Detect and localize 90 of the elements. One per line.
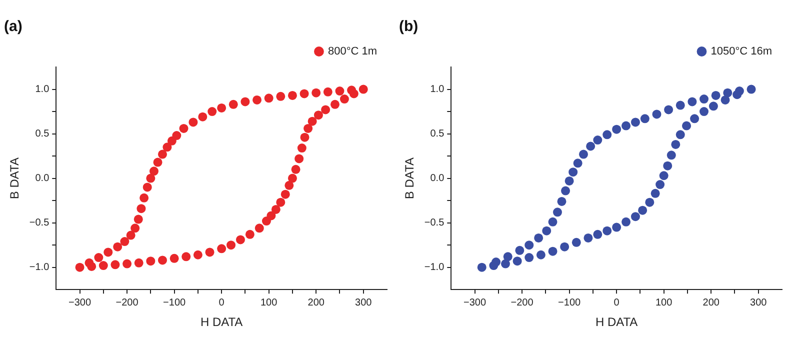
point	[489, 261, 498, 270]
point	[568, 168, 578, 177]
legend-label: 800°C 1m	[328, 46, 378, 58]
point	[630, 212, 640, 222]
point	[578, 150, 588, 159]
point	[723, 88, 732, 98]
point	[515, 246, 524, 255]
point	[503, 252, 512, 262]
y-tick-label: 1.0	[35, 84, 50, 96]
x-tick-label: 100	[260, 297, 278, 308]
y-axis-title: B DATA	[402, 158, 417, 200]
x-tick-label: 200	[308, 297, 325, 308]
point	[524, 253, 534, 262]
x-tick-label: −200	[510, 297, 534, 308]
x-tick-label: 300	[355, 297, 372, 308]
point	[666, 150, 676, 160]
point	[557, 196, 566, 206]
x-tick-label: −200	[116, 297, 139, 308]
point	[612, 124, 622, 134]
y-tick-label: 1.0	[430, 84, 445, 96]
point	[652, 110, 662, 119]
point	[542, 226, 552, 236]
point	[602, 226, 612, 236]
point	[700, 107, 709, 116]
point	[586, 142, 596, 151]
y-tick-label: −0.5	[29, 218, 50, 229]
x-tick-label: 300	[750, 297, 768, 308]
point	[700, 94, 709, 104]
point	[659, 171, 668, 180]
point	[548, 246, 558, 256]
point	[622, 121, 631, 130]
point	[720, 95, 730, 104]
point	[548, 217, 558, 226]
point	[534, 233, 544, 242]
point	[630, 118, 640, 127]
point	[732, 90, 742, 100]
point	[593, 230, 602, 239]
chart-title: (a)	[4, 18, 22, 36]
point	[593, 136, 602, 145]
point	[561, 186, 570, 196]
x-tick-label: −100	[163, 297, 186, 308]
point	[663, 161, 672, 170]
point	[622, 217, 631, 226]
point	[664, 105, 674, 114]
y-tick-label: −0.5	[424, 218, 445, 229]
point	[682, 121, 692, 130]
point	[477, 262, 486, 272]
point	[656, 180, 665, 190]
point	[690, 114, 700, 124]
chart-title: (b)	[399, 18, 418, 36]
point	[676, 100, 685, 110]
point	[560, 242, 570, 252]
x-tick-label: 0	[218, 297, 225, 308]
x-tick-label: −100	[558, 297, 581, 308]
point	[638, 206, 648, 215]
y-axis-title: B DATA	[8, 158, 22, 200]
y-tick-label: −1.0	[424, 262, 445, 274]
point	[746, 84, 756, 94]
point	[564, 176, 574, 186]
point	[572, 238, 581, 247]
point	[524, 240, 534, 250]
y-tick-label: 0.5	[35, 128, 50, 140]
point	[612, 222, 622, 232]
point	[711, 90, 720, 100]
point	[500, 259, 510, 268]
y-tick-label: 0.0	[35, 173, 50, 184]
x-tick-label: −300	[68, 297, 92, 308]
point	[671, 140, 680, 149]
point	[645, 198, 654, 207]
point	[640, 114, 650, 124]
point	[552, 208, 562, 217]
x-tick-label: −300	[464, 297, 486, 308]
x-tick-label: 0	[614, 297, 620, 308]
point	[536, 250, 546, 260]
point	[573, 158, 582, 168]
point	[708, 102, 718, 111]
y-tick-label: −1.0	[29, 262, 50, 274]
point	[688, 97, 697, 106]
x-tick-label: 200	[702, 297, 720, 308]
point	[650, 188, 660, 198]
y-tick-label: 0.5	[430, 128, 445, 140]
legend-label: 1050°C 16m	[710, 46, 772, 58]
point	[584, 233, 593, 242]
point	[512, 256, 522, 266]
y-tick-label: 0.0	[430, 173, 445, 184]
x-tick-label: 100	[655, 297, 673, 308]
x-axis-title: H DATA	[200, 315, 243, 330]
x-axis-title: H DATA	[595, 315, 638, 330]
point	[676, 130, 685, 140]
point	[602, 130, 612, 140]
